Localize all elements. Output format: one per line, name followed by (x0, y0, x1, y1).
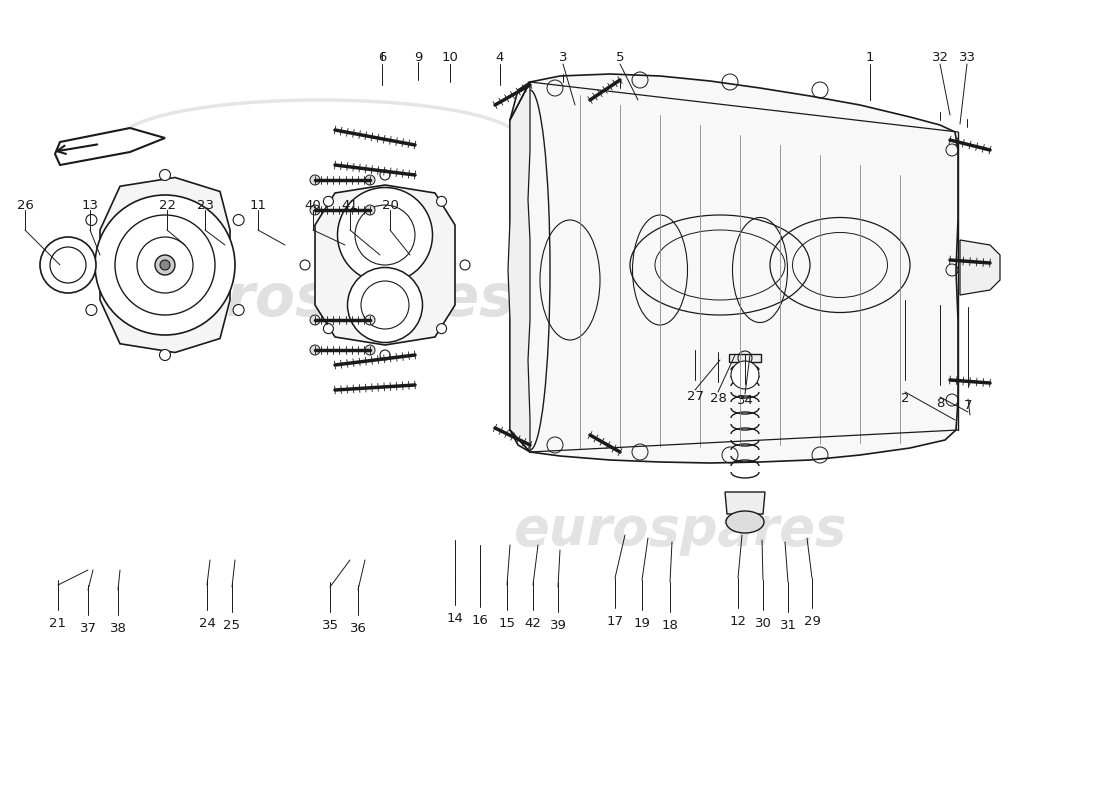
Text: 4: 4 (496, 51, 504, 64)
Circle shape (460, 260, 470, 270)
Polygon shape (729, 354, 761, 362)
Circle shape (233, 214, 244, 226)
Text: 20: 20 (382, 199, 398, 212)
Text: 1: 1 (866, 51, 874, 64)
Text: 5: 5 (616, 51, 625, 64)
Circle shape (160, 350, 170, 361)
Circle shape (95, 195, 235, 335)
Text: 35: 35 (321, 619, 339, 632)
Circle shape (310, 345, 320, 355)
Circle shape (310, 315, 320, 325)
Text: 30: 30 (755, 617, 771, 630)
Text: 12: 12 (729, 615, 747, 628)
Polygon shape (508, 82, 530, 452)
Circle shape (379, 350, 390, 360)
Circle shape (310, 205, 320, 215)
Text: 27: 27 (686, 390, 704, 403)
Text: 22: 22 (158, 199, 176, 212)
Text: 26: 26 (16, 199, 33, 212)
Text: eurospares: eurospares (145, 271, 515, 329)
Text: 23: 23 (197, 199, 213, 212)
Circle shape (365, 315, 375, 325)
Text: 19: 19 (634, 617, 650, 630)
Circle shape (437, 324, 447, 334)
Circle shape (160, 260, 170, 270)
Text: 28: 28 (710, 392, 726, 405)
Ellipse shape (348, 267, 422, 342)
Text: 24: 24 (199, 617, 216, 630)
Text: 6: 6 (377, 51, 386, 64)
Text: 13: 13 (81, 199, 99, 212)
Text: 33: 33 (958, 51, 976, 64)
Circle shape (160, 170, 170, 181)
Text: 7: 7 (964, 399, 972, 412)
Text: 37: 37 (79, 622, 97, 635)
Text: 10: 10 (441, 51, 459, 64)
Text: 8: 8 (936, 397, 944, 410)
Ellipse shape (338, 187, 432, 282)
Circle shape (437, 196, 447, 206)
Circle shape (310, 175, 320, 185)
Text: 32: 32 (932, 51, 948, 64)
Text: 9: 9 (414, 51, 422, 64)
Circle shape (323, 324, 333, 334)
Text: 25: 25 (223, 619, 241, 632)
Circle shape (86, 305, 97, 315)
Polygon shape (100, 178, 230, 353)
Circle shape (233, 305, 244, 315)
Circle shape (365, 205, 375, 215)
Circle shape (732, 361, 759, 389)
Text: 34: 34 (737, 394, 754, 407)
Text: 29: 29 (804, 615, 821, 628)
Text: 14: 14 (447, 612, 463, 625)
Text: 39: 39 (550, 619, 566, 632)
Circle shape (40, 237, 96, 293)
Text: 2: 2 (901, 392, 910, 405)
Text: 38: 38 (110, 622, 126, 635)
Text: 18: 18 (661, 619, 679, 632)
Polygon shape (55, 128, 165, 165)
Circle shape (365, 345, 375, 355)
Circle shape (323, 196, 333, 206)
Text: 15: 15 (498, 617, 516, 630)
Text: 31: 31 (780, 619, 796, 632)
Ellipse shape (726, 511, 764, 533)
Text: 36: 36 (350, 622, 366, 635)
Text: 11: 11 (250, 199, 266, 212)
Text: 3: 3 (559, 51, 568, 64)
Circle shape (300, 260, 310, 270)
Text: 40: 40 (305, 199, 321, 212)
Polygon shape (960, 240, 1000, 295)
Text: 41: 41 (342, 199, 359, 212)
Circle shape (86, 214, 97, 226)
Polygon shape (725, 492, 764, 514)
Circle shape (379, 170, 390, 180)
Text: 42: 42 (525, 617, 541, 630)
Text: 17: 17 (606, 615, 624, 628)
Circle shape (155, 255, 175, 275)
Text: 21: 21 (50, 617, 66, 630)
Text: eurospares: eurospares (514, 504, 847, 556)
Text: 16: 16 (472, 614, 488, 627)
Polygon shape (315, 185, 455, 345)
Circle shape (365, 175, 375, 185)
Polygon shape (510, 74, 958, 463)
